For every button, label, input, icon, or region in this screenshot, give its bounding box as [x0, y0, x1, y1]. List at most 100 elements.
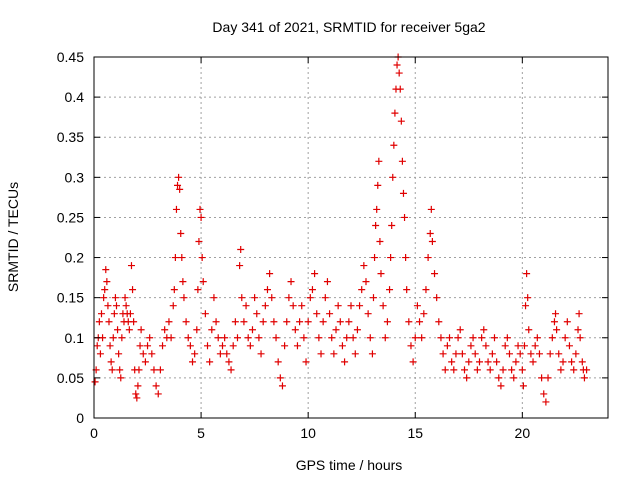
data-point: [568, 358, 576, 366]
data-point: [311, 270, 319, 278]
data-point: [369, 294, 377, 302]
y-tick-label: 0.1: [65, 330, 85, 346]
data-point: [478, 334, 486, 342]
data-point: [580, 374, 588, 382]
plot-frame: [93, 56, 609, 419]
data-point: [115, 350, 123, 358]
data-point: [246, 342, 254, 350]
data-point: [313, 310, 321, 318]
data-point: [583, 366, 591, 374]
data-point: [493, 358, 501, 366]
data-point: [512, 358, 520, 366]
data-point: [321, 294, 329, 302]
data-point: [91, 378, 99, 386]
data-point: [505, 350, 513, 358]
data-point: [525, 326, 533, 334]
data-point: [99, 334, 107, 342]
y-tick-label: 0.35: [57, 129, 84, 145]
data-point: [553, 326, 561, 334]
data-point: [198, 254, 206, 262]
data-point: [276, 374, 284, 382]
data-point: [411, 334, 419, 342]
data-point: [570, 366, 578, 374]
data-point: [486, 366, 494, 374]
chart-title: Day 341 of 2021, SRMTID for receiver 5ga…: [212, 19, 485, 35]
data-point: [197, 213, 205, 221]
data-point: [139, 350, 147, 358]
data-point: [349, 334, 357, 342]
data-point: [501, 342, 509, 350]
data-point: [399, 189, 407, 197]
data-point: [304, 318, 312, 326]
data-point: [398, 157, 406, 165]
data-point: [482, 342, 490, 350]
data-point: [336, 318, 344, 326]
y-tick-label: 0.4: [65, 89, 85, 105]
data-point: [407, 342, 415, 350]
data-point: [261, 302, 269, 310]
data-point: [227, 366, 235, 374]
data-point: [565, 342, 573, 350]
data-point: [167, 334, 175, 342]
data-point: [219, 342, 226, 350]
y-tick-label: 0.3: [65, 169, 85, 185]
data-point: [497, 382, 505, 390]
data-point: [379, 302, 387, 310]
data-point: [362, 278, 370, 286]
data-point: [317, 350, 325, 358]
data-point: [136, 342, 144, 350]
data-point: [306, 294, 314, 302]
data-point: [195, 238, 203, 246]
data-point: [287, 278, 295, 286]
data-point: [373, 205, 381, 213]
data-point: [176, 185, 184, 193]
data-point: [469, 334, 477, 342]
data-point: [165, 318, 173, 326]
data-point: [323, 278, 331, 286]
data-point: [194, 286, 202, 294]
data-point: [296, 318, 304, 326]
data-point: [428, 238, 436, 246]
data-point: [548, 334, 556, 342]
data-point: [424, 254, 432, 262]
data-point: [111, 294, 119, 302]
data-point: [463, 374, 471, 382]
data-point: [300, 334, 308, 342]
data-point: [210, 294, 218, 302]
data-point: [291, 326, 299, 334]
data-point: [148, 350, 156, 358]
data-point: [443, 342, 451, 350]
data-point: [100, 294, 108, 302]
data-point: [520, 342, 528, 350]
data-point: [376, 238, 384, 246]
data-point: [105, 318, 113, 326]
data-point: [458, 350, 466, 358]
data-point: [186, 342, 194, 350]
data-point: [364, 310, 372, 318]
data-point: [561, 334, 569, 342]
data-point: [204, 342, 212, 350]
data-point: [184, 334, 192, 342]
data-point: [575, 310, 583, 318]
data-point: [386, 286, 394, 294]
data-point: [559, 358, 567, 366]
data-point: [508, 366, 516, 374]
data-point: [334, 302, 342, 310]
data-point: [216, 350, 224, 358]
data-point: [383, 318, 391, 326]
data-point: [402, 254, 410, 262]
data-point: [150, 366, 158, 374]
y-tick-label: 0: [76, 410, 84, 426]
data-point: [535, 350, 543, 358]
data-point: [435, 318, 443, 326]
data-point: [161, 326, 169, 334]
data-point: [255, 334, 263, 342]
data-point: [341, 358, 349, 366]
data-point: [473, 366, 481, 374]
data-point: [540, 390, 548, 398]
data-point: [550, 318, 558, 326]
data-point: [270, 318, 278, 326]
x-tick-label: 15: [407, 425, 423, 441]
data-point: [127, 262, 135, 270]
